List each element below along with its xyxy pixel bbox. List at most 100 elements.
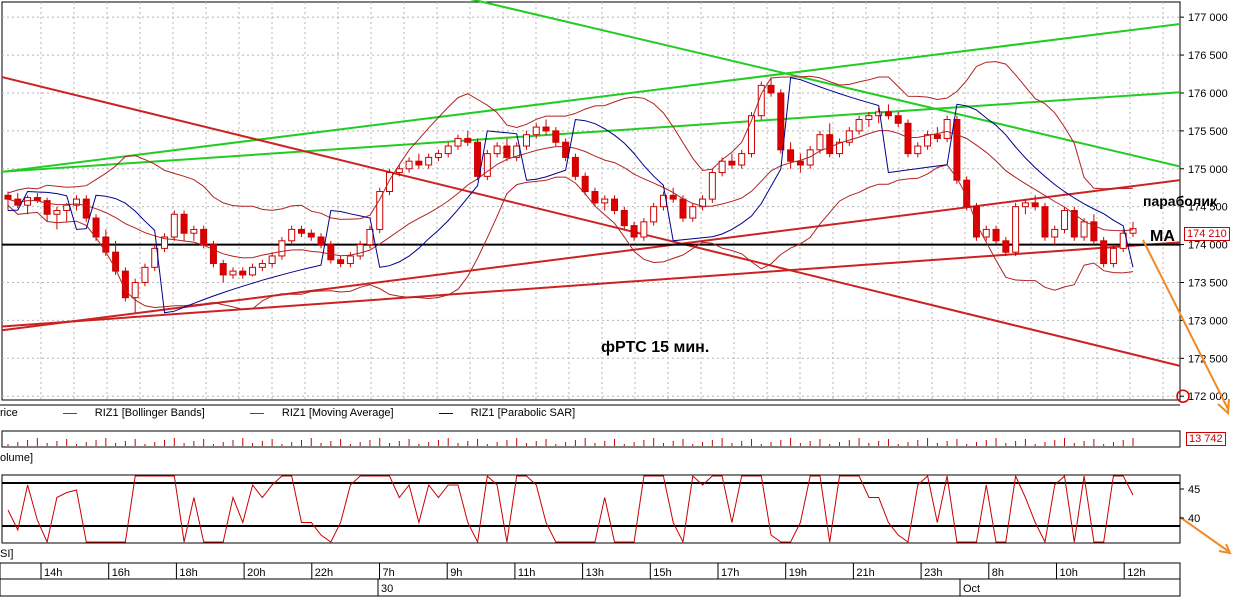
legend-item-price: rice: [0, 407, 18, 419]
candle-body: [434, 153, 442, 158]
time-tick-label: 7h: [383, 567, 395, 579]
time-tick-label: 23h: [924, 567, 942, 579]
price-tick-label: 174 500: [1188, 202, 1228, 214]
candle-body: [288, 228, 296, 242]
candle-body: [562, 141, 570, 158]
time-tick-label: 9h: [450, 567, 462, 579]
candle-body: [72, 198, 80, 206]
candle-body: [1041, 206, 1049, 238]
candle-body: [972, 206, 980, 238]
candle-body: [1031, 202, 1039, 208]
candle-body: [953, 119, 961, 181]
candle-body: [532, 126, 540, 136]
candle-body: [718, 160, 726, 174]
candle-body: [1061, 209, 1069, 230]
parabolic-sar-line: [7, 77, 1134, 314]
legend-item-bollinger: RIZ1 [Bollinger Bands]: [57, 407, 223, 419]
candle-body: [522, 134, 530, 147]
candle-body: [474, 141, 482, 177]
candle-body: [4, 194, 12, 200]
candle-body: [425, 156, 433, 166]
time-tick-label: 15h: [653, 567, 671, 579]
candle-body: [63, 204, 71, 211]
date-label: Oct: [963, 583, 980, 595]
candle-body: [346, 255, 354, 265]
candle-body: [395, 168, 403, 174]
candle-body: [620, 209, 628, 227]
candle-body: [444, 145, 452, 155]
forecast-arrowhead-price: [1217, 398, 1230, 416]
candle-body: [816, 134, 824, 151]
candle-body: [239, 270, 247, 276]
candle-body: [229, 270, 237, 276]
candle-body: [689, 206, 697, 219]
candle-body: [121, 270, 129, 299]
candle-body: [249, 266, 257, 276]
candle-body: [796, 160, 804, 166]
candle-body: [708, 172, 716, 200]
candle-body: [493, 145, 501, 155]
candle-body: [738, 153, 746, 166]
candle-body: [679, 198, 687, 219]
price-tick-label: 172 500: [1188, 353, 1228, 365]
price-tick-label: 175 500: [1188, 126, 1228, 138]
candle-body: [503, 145, 511, 158]
candle-body: [963, 179, 971, 208]
candle-body: [112, 251, 120, 272]
candle-body: [141, 266, 149, 283]
candle-body: [483, 153, 491, 177]
candle-body: [943, 119, 951, 139]
legend-item-ma: RIZ1 [Moving Average]: [244, 407, 412, 419]
time-tick-label: 11h: [518, 567, 536, 579]
forecast-arrow-price: [1142, 239, 1229, 410]
annotation-ma: MA: [1150, 228, 1175, 245]
candle-body: [356, 244, 364, 257]
price-tick-label: 174 000: [1188, 240, 1228, 252]
candle-body: [190, 228, 198, 234]
price-marker-circle: [1176, 389, 1190, 403]
candle-body: [386, 172, 394, 193]
candle-body: [1070, 209, 1078, 238]
time-tick-label: 20h: [247, 567, 265, 579]
candle-body: [591, 191, 599, 204]
candle-body: [1090, 221, 1098, 242]
time-tick-label: 16h: [112, 567, 130, 579]
candle-body: [454, 137, 462, 147]
candle-body: [415, 160, 423, 166]
candle-body: [209, 244, 217, 265]
candle-body: [200, 228, 208, 246]
red-trendline-rising-lower: [1, 241, 1181, 328]
red-trendline-rising: [1, 179, 1181, 332]
price-tick-label: 176 000: [1188, 88, 1228, 100]
candle-body: [669, 194, 677, 200]
candle-body: [376, 191, 384, 230]
time-tick-label: 10h: [1060, 567, 1078, 579]
chart-title: фРТС 15 мин.: [601, 339, 709, 356]
time-tick-label: 17h: [721, 567, 739, 579]
price-tick-label: 173 500: [1188, 277, 1228, 289]
price-tick-label: 175 000: [1188, 164, 1228, 176]
candle-body: [777, 92, 785, 151]
candle-body: [337, 259, 345, 265]
candle-body: [268, 255, 276, 265]
candle-body: [884, 111, 892, 117]
bollinger-upper-band: [7, 61, 1134, 220]
price-tick-label: 172 000: [1188, 391, 1228, 403]
red-trendline-falling: [1, 76, 1181, 367]
candle-body: [366, 228, 374, 246]
candle-body: [757, 84, 765, 117]
candle-body: [640, 221, 648, 238]
time-tick-label: 8h: [992, 567, 1004, 579]
candle-body: [1002, 240, 1010, 253]
legend-item-psar: RIZ1 [Parabolic SAR]: [433, 407, 594, 419]
candle-body: [1021, 202, 1029, 208]
green-trendline-falling: [470, 0, 1181, 168]
candle-body: [1100, 240, 1108, 265]
candle-body: [307, 232, 315, 238]
candle-body: [297, 228, 305, 234]
green-trendline-lower: [1, 91, 1181, 173]
volume-pane-label: olume]: [0, 452, 34, 464]
candle-body: [1129, 228, 1137, 234]
time-tick-label: 14h: [44, 567, 62, 579]
